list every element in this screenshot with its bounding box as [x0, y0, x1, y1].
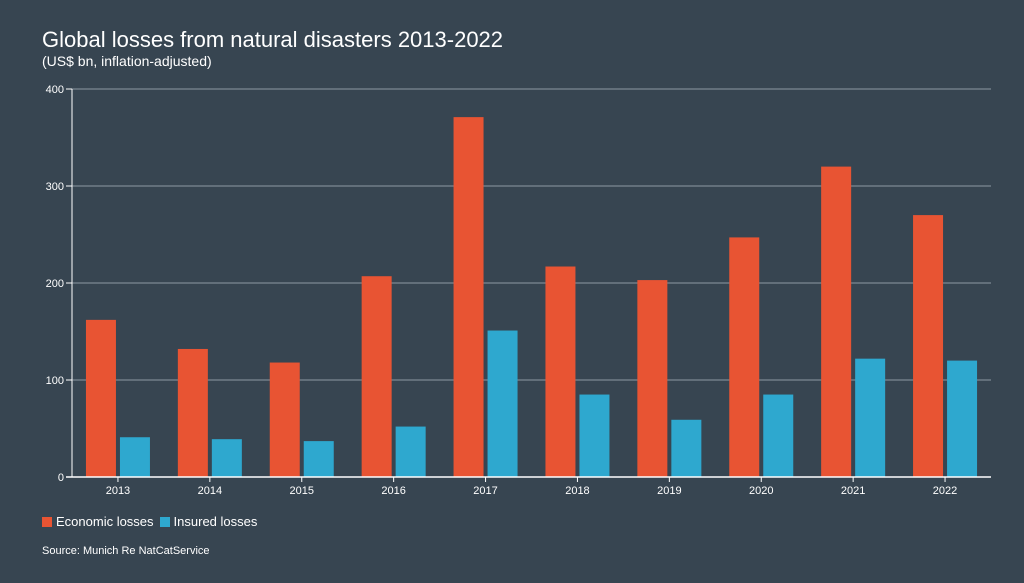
bar-insured-2019 — [671, 419, 702, 477]
y-tick-label: 100 — [46, 375, 64, 387]
bar-insured-2018 — [579, 394, 610, 477]
x-tick-label: 2014 — [198, 485, 222, 497]
y-tick-label: 400 — [46, 84, 64, 96]
bar-economic-2020 — [729, 237, 760, 477]
legend: Economic losses Insured losses — [42, 514, 263, 529]
bar-economic-2019 — [637, 280, 668, 477]
bar-economic-2015 — [269, 362, 300, 477]
x-tick-label: 2017 — [473, 485, 497, 497]
bar-economic-2013 — [85, 319, 116, 477]
legend-item-insured: Insured losses — [159, 514, 258, 529]
chart-title: Global losses from natural disasters 201… — [42, 27, 504, 52]
y-tick-label: 300 — [46, 181, 64, 193]
y-tick-label: 0 — [58, 472, 64, 484]
bar-economic-2017 — [453, 117, 484, 477]
bar-economic-2021 — [821, 166, 852, 477]
bar-insured-2014 — [211, 439, 242, 477]
x-tick-label: 2022 — [933, 485, 957, 497]
bar-economic-2016 — [361, 276, 392, 477]
x-tick-label: 2015 — [290, 485, 314, 497]
legend-label-economic: Economic losses — [56, 514, 154, 529]
x-axis-ticks: 2013 2014 2015 2016 2017 2018 2019 2020 2021 2022 — [66, 476, 991, 497]
bar-insured-2021 — [855, 358, 886, 477]
bar-insured-2015 — [303, 441, 334, 477]
bar-insured-2016 — [395, 426, 426, 477]
x-tick-label: 2018 — [565, 485, 589, 497]
source-note: Source: Munich Re NatCatService — [42, 545, 210, 557]
bar-insured-2020 — [763, 394, 794, 477]
gridlines — [72, 88, 991, 381]
y-axis-ticks: 0 100 200 300 400 — [46, 84, 73, 484]
legend-item-economic: Economic losses — [42, 514, 154, 529]
x-tick-label: 2021 — [841, 485, 865, 497]
legend-label-insured: Insured losses — [173, 514, 258, 529]
bar-insured-2013 — [119, 437, 150, 477]
bar-economic-2022 — [913, 215, 944, 477]
x-tick-label: 2013 — [106, 485, 130, 497]
legend-swatch-insured — [159, 516, 170, 527]
legend-swatch-economic — [42, 516, 52, 527]
y-tick-label: 200 — [46, 278, 64, 290]
x-tick-label: 2020 — [749, 485, 773, 497]
bars — [85, 117, 978, 477]
bar-insured-2017 — [487, 330, 518, 477]
bar-economic-2018 — [545, 266, 576, 477]
chart-subtitle: (US$ bn, inflation-adjusted) — [42, 53, 212, 69]
bar-economic-2014 — [177, 348, 208, 477]
bar-insured-2022 — [947, 360, 978, 477]
x-tick-label: 2019 — [657, 485, 681, 497]
x-tick-label: 2016 — [381, 485, 405, 497]
